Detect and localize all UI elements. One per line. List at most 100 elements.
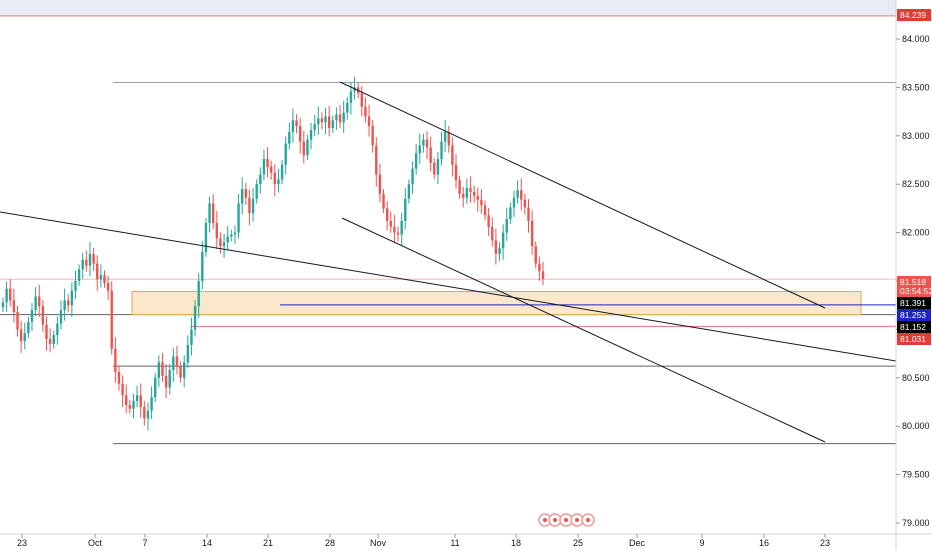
- candle-body[interactable]: [269, 166, 273, 173]
- candle-body[interactable]: [74, 281, 77, 291]
- candle-body[interactable]: [505, 219, 508, 233]
- candle-body[interactable]: [273, 172, 277, 185]
- candle-body[interactable]: [135, 395, 139, 402]
- candle-body[interactable]: [541, 271, 545, 280]
- candle-body[interactable]: [67, 300, 70, 306]
- candle-body[interactable]: [520, 190, 523, 200]
- candle-body[interactable]: [244, 189, 248, 198]
- candle-body[interactable]: [204, 222, 208, 252]
- candle-body[interactable]: [491, 226, 494, 241]
- candle-body[interactable]: [96, 263, 99, 280]
- candle-body[interactable]: [454, 164, 458, 181]
- candle-body[interactable]: [193, 306, 197, 330]
- candle-body[interactable]: [327, 116, 331, 129]
- candle-body[interactable]: [360, 93, 363, 107]
- candle-body[interactable]: [117, 371, 121, 384]
- candle-body[interactable]: [85, 259, 88, 266]
- candle-body[interactable]: [349, 91, 353, 103]
- candle-body[interactable]: [451, 145, 454, 165]
- candle-body[interactable]: [389, 220, 392, 227]
- candle-body[interactable]: [523, 199, 527, 208]
- candle-body[interactable]: [476, 195, 479, 200]
- candle-body[interactable]: [338, 114, 342, 123]
- candle-body[interactable]: [433, 162, 436, 175]
- candle-body[interactable]: [52, 335, 55, 344]
- candle-body[interactable]: [469, 188, 472, 192]
- candle-body[interactable]: [309, 129, 313, 140]
- candle-body[interactable]: [70, 290, 74, 306]
- candle-body[interactable]: [404, 198, 407, 221]
- candle-body[interactable]: [331, 120, 334, 129]
- candle-body[interactable]: [34, 296, 37, 311]
- candle-body[interactable]: [378, 174, 382, 194]
- candle-body[interactable]: [375, 145, 378, 175]
- candle-body[interactable]: [121, 383, 124, 396]
- candle-body[interactable]: [527, 207, 530, 221]
- candle-body[interactable]: [335, 114, 338, 121]
- candle-body[interactable]: [154, 377, 157, 398]
- candle-body[interactable]: [364, 106, 367, 117]
- candle-body[interactable]: [114, 348, 117, 372]
- candle-body[interactable]: [12, 300, 16, 312]
- candle-body[interactable]: [110, 290, 113, 349]
- candle-body[interactable]: [385, 208, 389, 221]
- candle-body[interactable]: [462, 193, 465, 198]
- candle-body[interactable]: [324, 116, 327, 123]
- candle-body[interactable]: [440, 141, 443, 160]
- candle-body[interactable]: [208, 203, 211, 223]
- candle-body[interactable]: [509, 207, 512, 220]
- candle-body[interactable]: [284, 143, 287, 165]
- candle-body[interactable]: [150, 397, 153, 411]
- candle-body[interactable]: [280, 164, 284, 180]
- candle-body[interactable]: [498, 248, 501, 254]
- candle-body[interactable]: [45, 324, 48, 340]
- candle-body[interactable]: [353, 87, 356, 92]
- candle-body[interactable]: [371, 126, 374, 146]
- trendline-layer[interactable]: [0, 81, 897, 443]
- candle-body[interactable]: [146, 410, 150, 419]
- candle-body[interactable]: [487, 215, 490, 227]
- candle-body[interactable]: [418, 145, 421, 154]
- candle-body[interactable]: [411, 168, 414, 185]
- candle-body[interactable]: [317, 118, 320, 125]
- candle-body[interactable]: [128, 404, 132, 409]
- candle-body[interactable]: [197, 281, 200, 307]
- event-markers[interactable]: [538, 513, 595, 527]
- candle-body[interactable]: [230, 234, 233, 237]
- candle-body[interactable]: [259, 174, 262, 185]
- candle-body[interactable]: [212, 203, 215, 223]
- candle-body[interactable]: [92, 253, 95, 264]
- candle-body[interactable]: [48, 339, 52, 344]
- candle-body[interactable]: [23, 333, 26, 342]
- candle-body[interactable]: [59, 310, 63, 324]
- candle-body[interactable]: [298, 126, 302, 142]
- candle-body[interactable]: [425, 139, 429, 148]
- candle-body[interactable]: [480, 199, 483, 206]
- candle-body[interactable]: [99, 275, 103, 280]
- candle-body[interactable]: [226, 236, 229, 243]
- candle-body[interactable]: [88, 253, 92, 266]
- descending-channel-lower-line[interactable]: [341, 217, 826, 443]
- candle-body[interactable]: [143, 406, 146, 419]
- candle-body[interactable]: [248, 197, 251, 214]
- candle-body[interactable]: [393, 226, 396, 233]
- candle-body[interactable]: [38, 296, 41, 307]
- candle-body[interactable]: [255, 184, 258, 199]
- candle-body[interactable]: [77, 269, 81, 281]
- event-marker-group[interactable]: [538, 513, 595, 527]
- candle-body[interactable]: [106, 282, 110, 291]
- candle-body[interactable]: [186, 344, 190, 363]
- candle-body[interactable]: [346, 102, 349, 113]
- candle-body[interactable]: [157, 362, 161, 378]
- candle-body[interactable]: [161, 362, 164, 376]
- candle-body[interactable]: [483, 205, 487, 216]
- candle-body[interactable]: [9, 288, 12, 301]
- candle-body[interactable]: [183, 362, 186, 378]
- candle-body[interactable]: [534, 246, 537, 264]
- candle-body[interactable]: [302, 141, 306, 156]
- candle-body[interactable]: [190, 329, 193, 345]
- candle-body[interactable]: [458, 180, 461, 194]
- candle-body[interactable]: [501, 232, 505, 249]
- candle-body[interactable]: [237, 203, 240, 233]
